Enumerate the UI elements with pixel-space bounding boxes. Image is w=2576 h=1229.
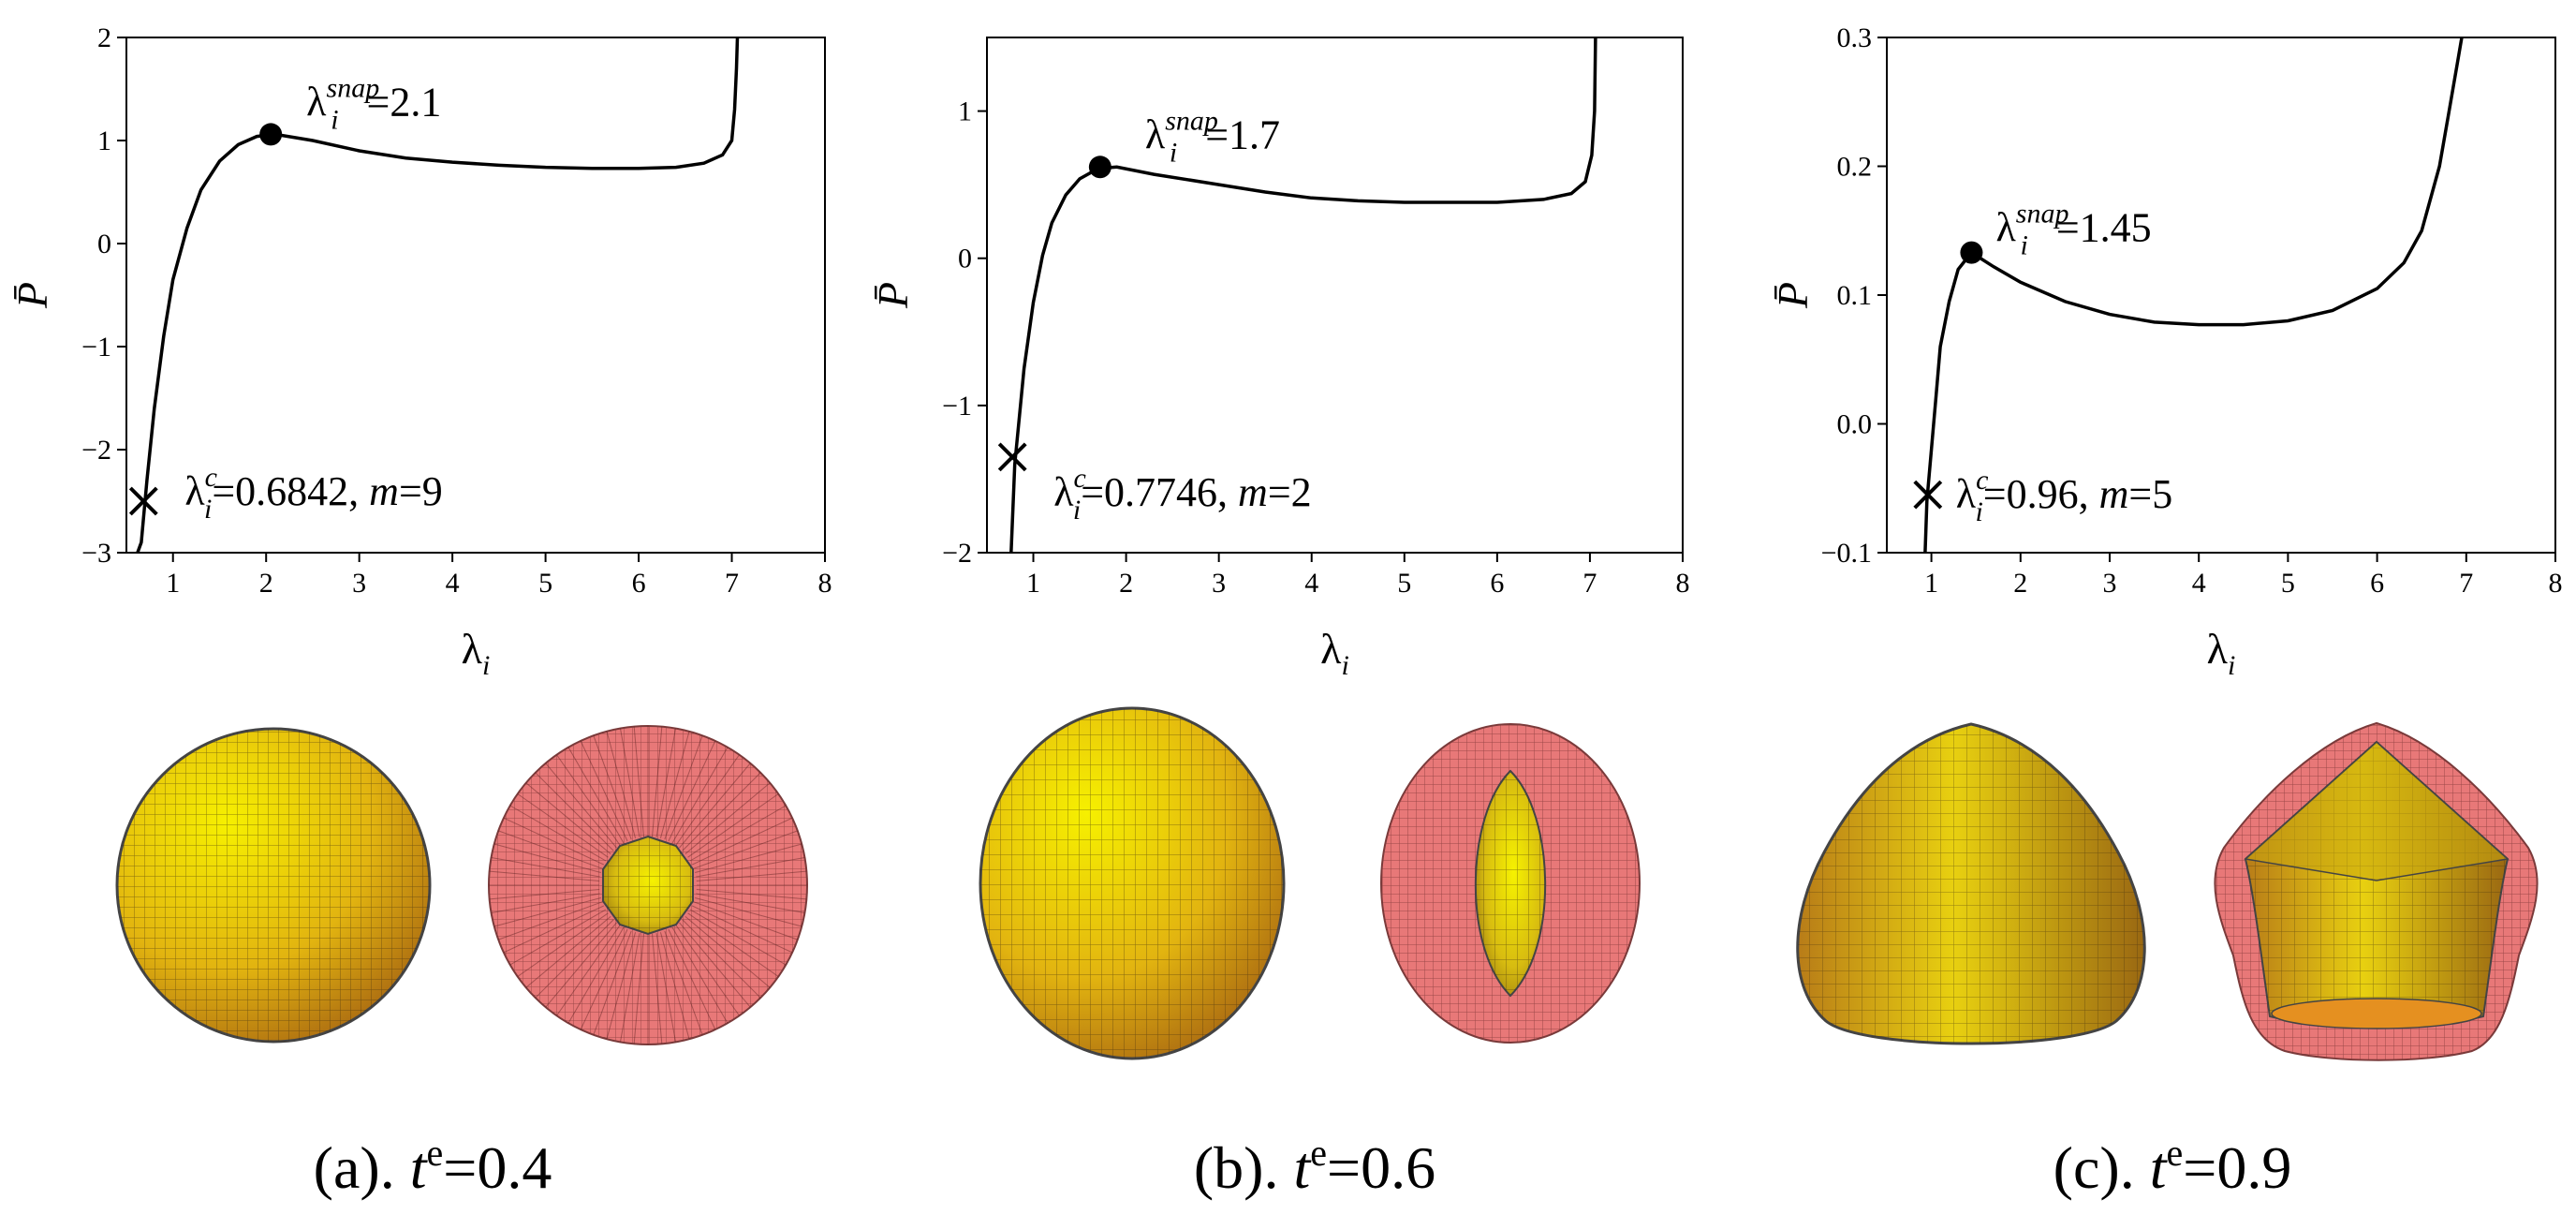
x-tick-label: 7 xyxy=(725,568,739,599)
y-tick-label: −3 xyxy=(81,538,111,569)
x-tick-label: 3 xyxy=(2103,568,2117,599)
snap-point-label: λsnap i =1.45 xyxy=(1995,199,2151,261)
y-axis-label: P̄ xyxy=(1769,282,1817,309)
x-tick-label: 3 xyxy=(352,568,366,599)
caption-b: (b). te=0.6 xyxy=(1194,1132,1435,1201)
shape-c-section xyxy=(2214,721,2539,1061)
series-line xyxy=(136,37,740,553)
shape-b-section xyxy=(1380,723,1641,1044)
caption-c: (c). te=0.9 xyxy=(2053,1132,2292,1201)
chart-b: 1 2 3 4 5 6 7 8 −2 −1 0 1 λi P̄ λsnap i =1.7 λc i=0.7746, … xyxy=(869,37,1690,681)
snap-point-label: λsnap i =2.1 xyxy=(306,72,441,135)
y-tick-label: −0.1 xyxy=(1821,538,1872,569)
x-tick-label: 6 xyxy=(632,568,646,599)
y-tick-label: 2 xyxy=(97,22,111,53)
series-line xyxy=(1009,37,1597,553)
chart-c: 1 2 3 4 5 6 7 8 −0.1 0.0 0.1 0.2 0.3 λi P̄ λsnap i =1.45 λ… xyxy=(1769,22,2563,681)
caption-a: (a). te=0.4 xyxy=(314,1132,552,1201)
y-tick-label: 0.0 xyxy=(1837,409,1873,440)
x-tick-label: 5 xyxy=(2281,568,2295,599)
y-axis-label: P̄ xyxy=(8,282,56,309)
critical-point-marker xyxy=(128,486,158,516)
y-tick-label: −1 xyxy=(942,391,972,422)
series-line xyxy=(1923,37,2464,553)
y-tick-label: 0 xyxy=(958,244,972,274)
y-axis-label: P̄ xyxy=(869,282,917,309)
snap-point-marker xyxy=(1960,241,1983,264)
critical-point-label: λc i=0.7746, m=2 xyxy=(1053,463,1311,526)
critical-point-marker xyxy=(997,442,1027,472)
x-axis-label: λi xyxy=(1320,625,1349,681)
x-axis-label: λi xyxy=(462,625,491,681)
x-tick-label: 4 xyxy=(446,568,460,599)
x-axis-label: λi xyxy=(2207,625,2236,681)
chart-a: 1 2 3 4 5 6 7 8 −3 −2 −1 0 1 2 λi P̄ λsnap i =2.1 λc i=0.684… xyxy=(8,22,832,681)
y-tick-label: 0 xyxy=(97,229,111,259)
shape-c-outer xyxy=(1796,722,2146,1045)
x-tick-label: 8 xyxy=(818,568,832,599)
y-tick-label: −2 xyxy=(81,435,111,466)
x-tick-label: 1 xyxy=(1026,568,1040,599)
y-tick-label: 0.2 xyxy=(1837,152,1873,183)
x-tick-label: 7 xyxy=(2459,568,2473,599)
x-tick-label: 1 xyxy=(166,568,180,599)
shape-a-outer xyxy=(115,727,432,1044)
x-tick-label: 6 xyxy=(2370,568,2384,599)
shape-b-outer xyxy=(979,706,1286,1060)
y-tick-label: 1 xyxy=(97,126,111,156)
y-tick-label: −2 xyxy=(942,538,972,569)
x-tick-label: 4 xyxy=(1304,568,1318,599)
snap-point-marker xyxy=(1088,155,1111,179)
x-tick-label: 1 xyxy=(1924,568,1938,599)
x-tick-label: 8 xyxy=(2549,568,2563,599)
snap-point-marker xyxy=(259,123,283,146)
y-tick-label: 1 xyxy=(958,96,972,127)
x-tick-label: 5 xyxy=(538,568,552,599)
critical-point-marker xyxy=(1913,480,1943,510)
shape-a-section xyxy=(488,725,808,1045)
plot-frame xyxy=(125,37,826,554)
y-tick-label: −1 xyxy=(81,332,111,363)
x-tick-label: 2 xyxy=(259,568,273,599)
charts: 1 2 3 4 5 6 7 8 −3 −2 −1 0 1 2 λi P̄ λsnap i =2.1 λc i=0.684… xyxy=(8,22,2563,681)
y-tick-label: 0.1 xyxy=(1837,280,1873,311)
critical-point-label: λc i=0.96, m=5 xyxy=(1956,465,2172,527)
y-tick-label: 0.3 xyxy=(1837,22,1873,53)
x-tick-label: 4 xyxy=(2192,568,2206,599)
x-tick-label: 8 xyxy=(1676,568,1690,599)
x-tick-label: 6 xyxy=(1490,568,1504,599)
x-tick-label: 3 xyxy=(1212,568,1226,599)
x-tick-label: 7 xyxy=(1582,568,1597,599)
snap-point-label: λsnap i =1.7 xyxy=(1145,105,1280,168)
x-tick-label: 2 xyxy=(1119,568,1133,599)
x-tick-label: 5 xyxy=(1397,568,1411,599)
x-tick-label: 2 xyxy=(2013,568,2027,599)
plot-frame xyxy=(986,37,1684,554)
critical-point-label: λc i=0.6842, m=9 xyxy=(184,462,442,525)
